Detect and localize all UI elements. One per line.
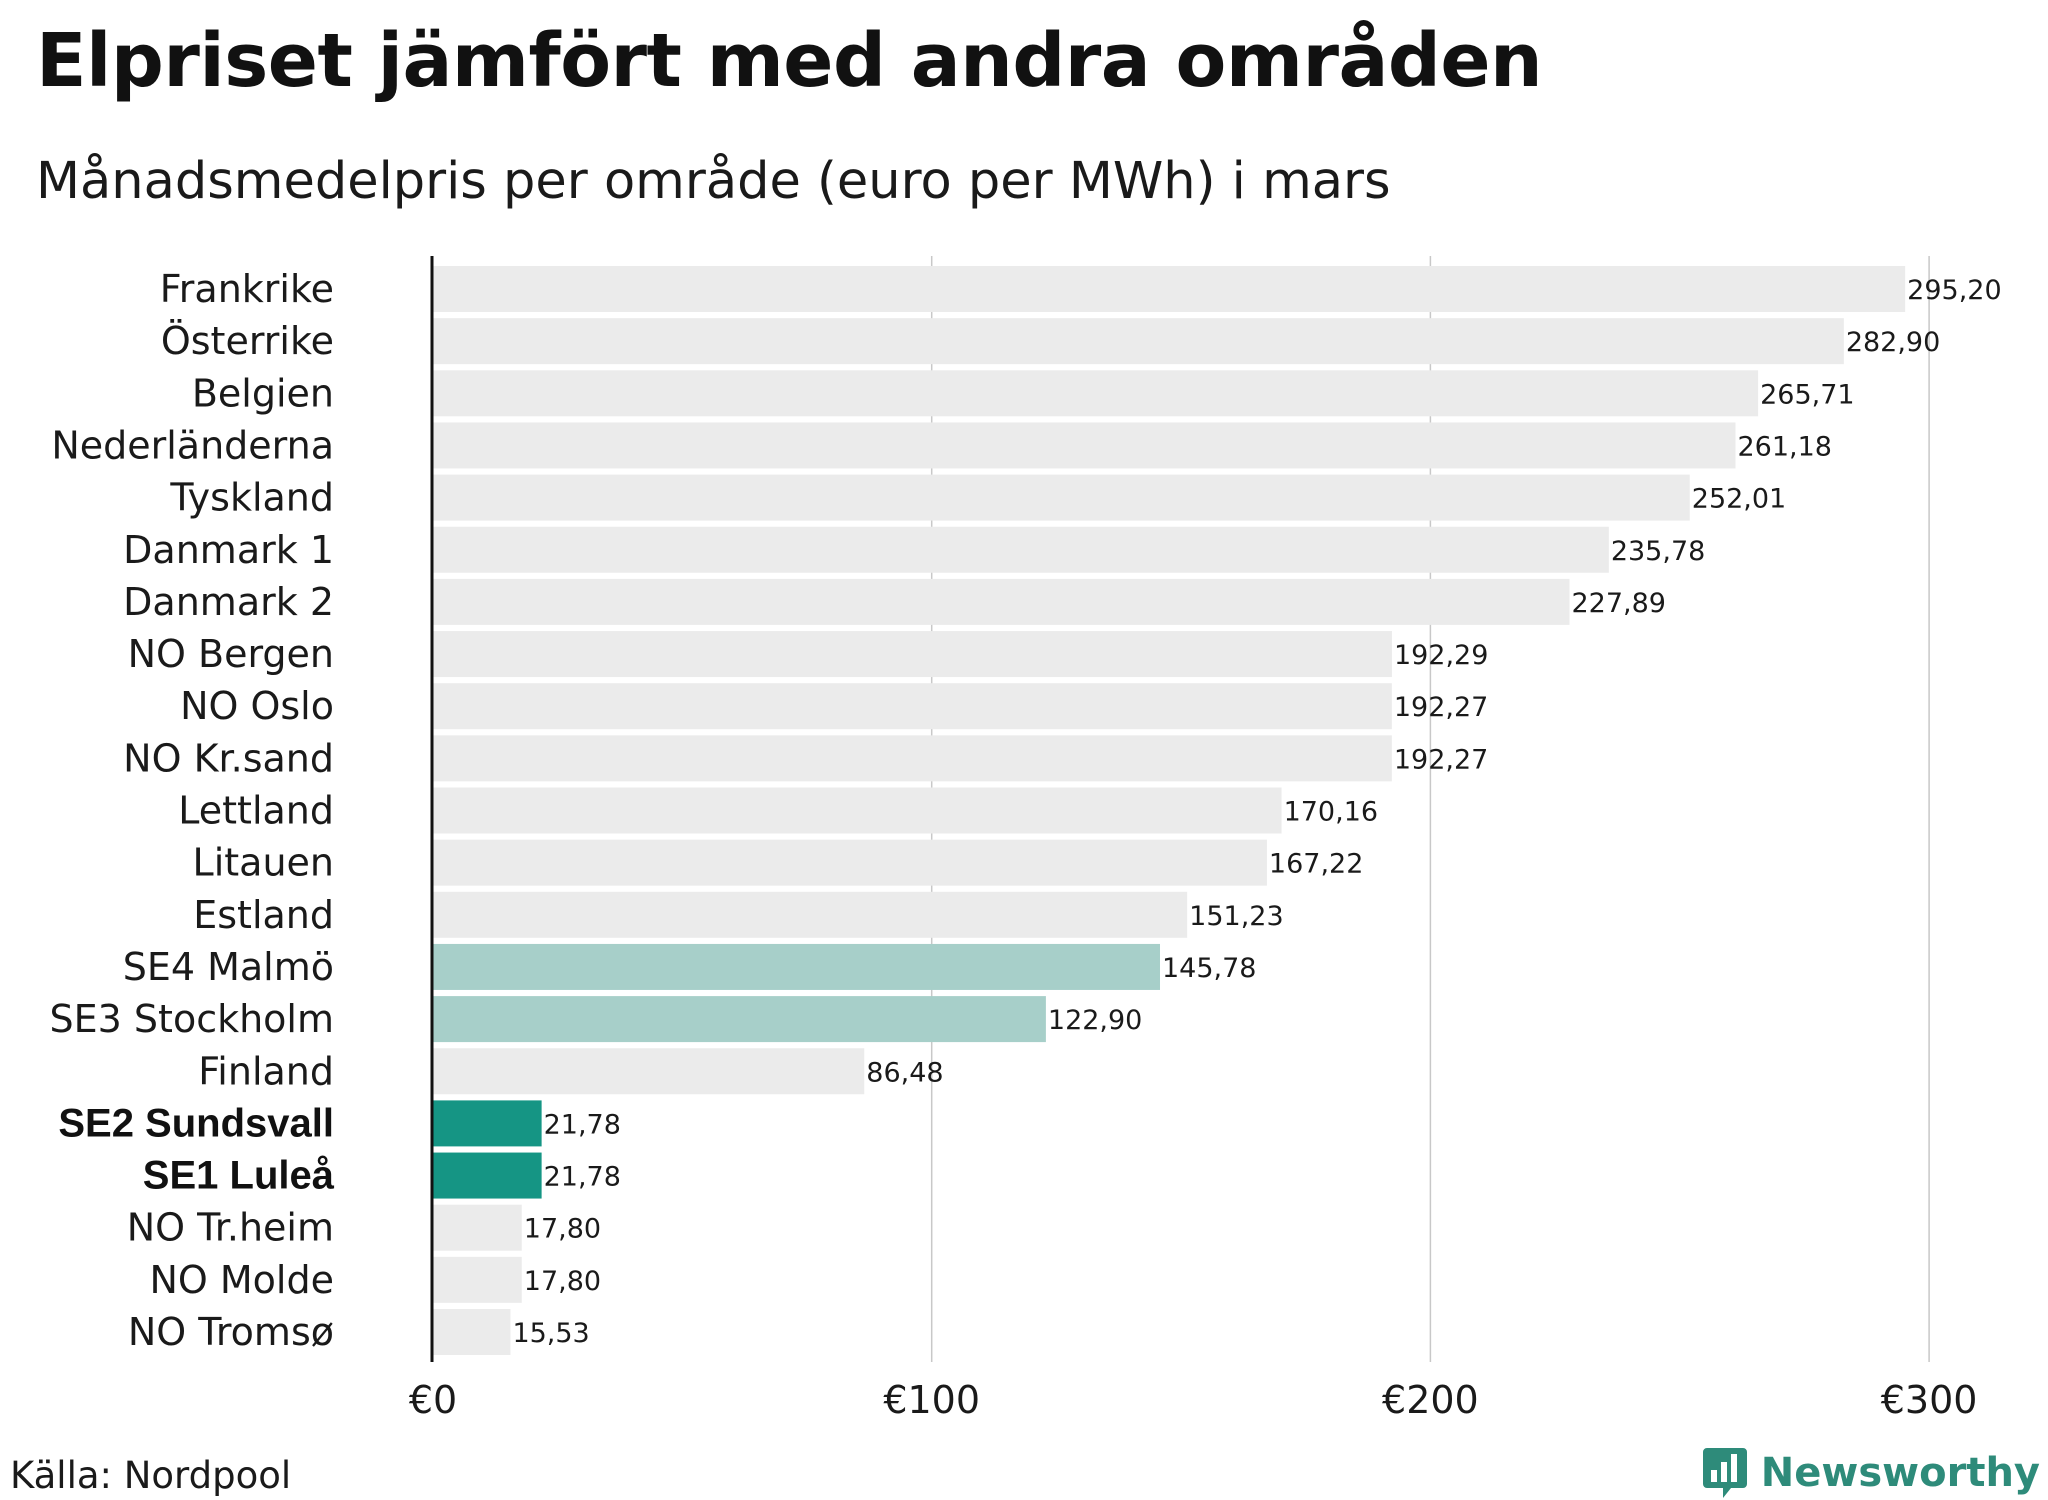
category-label: NO Molde bbox=[149, 1258, 334, 1302]
value-label: 151,23 bbox=[1189, 901, 1283, 932]
category-label: Frankrike bbox=[160, 267, 334, 311]
value-label: 17,80 bbox=[524, 1214, 601, 1245]
bar bbox=[433, 891, 1188, 938]
brand-logo: Newsworthy bbox=[1701, 1446, 2040, 1500]
bar bbox=[433, 1100, 542, 1147]
chart-subtitle: Månadsmedelpris per område (euro per MWh… bbox=[36, 152, 1391, 211]
category-label: NO Oslo bbox=[180, 684, 334, 728]
category-label: Belgien bbox=[192, 371, 334, 415]
bar bbox=[433, 370, 1759, 417]
value-label: 192,27 bbox=[1394, 692, 1488, 723]
value-label: 261,18 bbox=[1738, 431, 1832, 462]
bar bbox=[433, 1309, 511, 1355]
value-label: 17,80 bbox=[524, 1266, 601, 1297]
category-label: SE3 Stockholm bbox=[50, 997, 334, 1041]
category-label: Lettland bbox=[178, 789, 334, 833]
x-axis: €0 €100 €200 €300 bbox=[409, 256, 1978, 1422]
category-label: Österrike bbox=[161, 319, 334, 363]
value-label: 252,01 bbox=[1692, 484, 1786, 515]
bar bbox=[433, 735, 1392, 782]
x-tick-label: €300 bbox=[1881, 1378, 1978, 1422]
category-labels: Frankrike Österrike Belgien Nederländerna Ty… bbox=[50, 267, 335, 1354]
value-label: 122,90 bbox=[1048, 1005, 1142, 1036]
bar bbox=[433, 578, 1570, 625]
value-label: 282,90 bbox=[1846, 327, 1940, 358]
category-label: SE4 Malmö bbox=[123, 945, 334, 989]
category-label: NO Tr.heim bbox=[127, 1206, 334, 1250]
bar bbox=[433, 787, 1282, 834]
bar bbox=[433, 422, 1736, 469]
bar bbox=[433, 526, 1609, 573]
bar bbox=[433, 266, 1906, 312]
bar bbox=[433, 474, 1690, 521]
value-label: 227,89 bbox=[1571, 588, 1665, 619]
bar bbox=[433, 943, 1161, 990]
category-label: Nederländerna bbox=[51, 423, 334, 467]
bar bbox=[433, 1204, 522, 1251]
source-note: Källa: Nordpool bbox=[10, 1454, 292, 1497]
value-label: 86,48 bbox=[866, 1057, 943, 1088]
category-label: Danmark 1 bbox=[123, 528, 334, 572]
value-label: 21,78 bbox=[544, 1162, 621, 1193]
category-label: NO Kr.sand bbox=[123, 736, 334, 780]
value-label: 295,20 bbox=[1907, 275, 2001, 306]
x-tick-label: €0 bbox=[409, 1378, 457, 1422]
category-label: Finland bbox=[198, 1049, 334, 1093]
value-labels: 295,20 282,90 265,71 261,18 252,01 235,78 227,… bbox=[512, 275, 2001, 1349]
bars bbox=[433, 266, 1906, 1355]
category-label: Tyskland bbox=[169, 476, 334, 520]
bar bbox=[433, 631, 1392, 678]
brand-name: Newsworthy bbox=[1760, 1450, 2040, 1496]
bar bbox=[433, 1048, 865, 1095]
bar bbox=[433, 1256, 522, 1303]
chart-title: Elpriset jämfört med andra områden bbox=[36, 18, 1543, 104]
bar bbox=[433, 1152, 542, 1199]
category-label: NO Bergen bbox=[128, 632, 334, 676]
bar bbox=[433, 318, 1844, 365]
bar bbox=[433, 839, 1267, 886]
category-label: NO Tromsø bbox=[128, 1310, 334, 1354]
value-label: 15,53 bbox=[512, 1318, 589, 1349]
value-label: 235,78 bbox=[1611, 536, 1705, 567]
category-label: Estland bbox=[193, 893, 334, 937]
value-label: 192,29 bbox=[1394, 640, 1488, 671]
value-label: 21,78 bbox=[544, 1109, 621, 1140]
value-label: 170,16 bbox=[1284, 797, 1378, 828]
category-label: Danmark 2 bbox=[123, 580, 334, 624]
bar-chart: Frankrike Österrike Belgien Nederländerna Ty… bbox=[50, 256, 2002, 1422]
x-tick-label: €100 bbox=[883, 1378, 980, 1422]
value-label: 145,78 bbox=[1162, 953, 1256, 984]
category-label: SE2 Sundsvall bbox=[58, 1101, 334, 1145]
value-label: 167,22 bbox=[1269, 849, 1363, 880]
value-label: 265,71 bbox=[1760, 379, 1854, 410]
category-label: Litauen bbox=[193, 841, 334, 885]
category-label: SE1 Luleå bbox=[143, 1154, 335, 1198]
value-label: 192,27 bbox=[1394, 744, 1488, 775]
bar bbox=[433, 996, 1046, 1043]
bar-chart-icon bbox=[1702, 1448, 1747, 1498]
x-tick-label: €200 bbox=[1382, 1378, 1479, 1422]
bar bbox=[433, 683, 1392, 730]
